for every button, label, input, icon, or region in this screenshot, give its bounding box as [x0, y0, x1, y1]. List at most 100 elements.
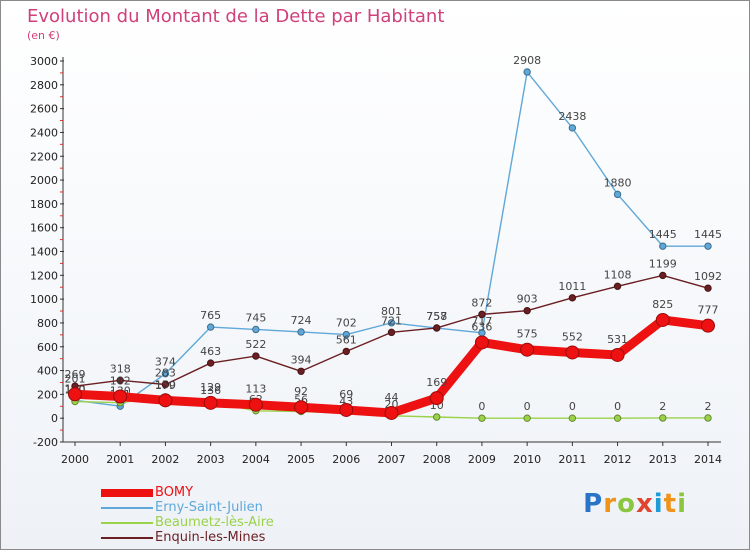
y-tick-label: 1200 — [30, 269, 58, 282]
data-label: 44 — [385, 391, 399, 404]
data-point — [704, 284, 712, 292]
data-label: 765 — [200, 309, 221, 322]
data-label: 136 — [200, 384, 221, 397]
data-label: 552 — [562, 330, 583, 343]
data-point — [520, 342, 535, 357]
data-label: 872 — [471, 296, 492, 309]
data-point — [613, 282, 622, 290]
data-point — [339, 402, 354, 417]
data-label: 2438 — [558, 110, 586, 123]
data-label: 522 — [245, 338, 266, 351]
logo-letter: P — [583, 489, 604, 519]
data-point — [568, 294, 577, 302]
data-label: 2908 — [513, 54, 541, 67]
x-tick-label: 2004 — [242, 453, 270, 466]
data-point — [701, 318, 715, 333]
y-tick-label: 800 — [37, 317, 58, 330]
data-point — [659, 271, 667, 280]
data-point — [474, 335, 489, 350]
data-label: 463 — [200, 345, 221, 358]
data-point — [161, 380, 170, 389]
logo-letter: r — [603, 489, 618, 519]
data-point — [478, 414, 486, 422]
data-label: 745 — [245, 311, 266, 324]
logo-letter: x — [635, 489, 654, 519]
y-tick-label: 2400 — [30, 126, 58, 139]
x-tick-label: 2001 — [106, 453, 134, 466]
data-point — [565, 345, 580, 360]
legend-swatch — [101, 537, 153, 539]
chart-title: Evolution du Montant de la Dette par Hab… — [27, 6, 445, 27]
data-point — [478, 310, 486, 319]
data-point — [523, 68, 531, 76]
data-label: 531 — [607, 333, 628, 346]
data-point — [704, 414, 712, 422]
x-tick-label: 2010 — [513, 453, 541, 466]
data-point — [116, 376, 124, 385]
legend-label: Beaumetz-lès-Aire — [155, 515, 274, 530]
data-label: 1445 — [694, 228, 722, 241]
data-label: 150 — [155, 378, 176, 391]
data-label: 69 — [339, 388, 353, 401]
data-label: 2 — [659, 400, 666, 413]
x-tick-label: 2002 — [151, 453, 179, 466]
x-tick-label: 2009 — [468, 453, 496, 466]
y-tick-label: 1000 — [30, 293, 58, 306]
y-tick-label: 2600 — [30, 103, 58, 116]
logo-letter: t — [663, 489, 678, 519]
logo-letter: i — [677, 489, 687, 519]
data-point — [387, 328, 396, 337]
y-tick-label: 2800 — [30, 79, 58, 92]
data-label: 825 — [652, 298, 673, 311]
data-point — [342, 330, 350, 339]
data-point — [433, 324, 441, 332]
data-label: 201 — [65, 372, 86, 385]
data-label: 758 — [426, 310, 447, 323]
series-erny-saint-julien: 1501013747657457247028017577172908243818… — [65, 54, 722, 410]
legend-swatch — [101, 507, 153, 509]
data-point — [655, 312, 670, 327]
data-label: 269 — [65, 368, 86, 381]
y-tick-label: 0 — [51, 412, 58, 425]
data-label: 636 — [471, 320, 492, 333]
data-label: 575 — [517, 328, 538, 341]
data-label: 1011 — [558, 280, 586, 293]
y-tick-label: 400 — [37, 365, 58, 378]
data-label: 0 — [478, 400, 485, 413]
x-tick-label: 2006 — [332, 453, 360, 466]
data-label: 561 — [336, 333, 357, 346]
data-point — [613, 414, 622, 422]
data-label: 92 — [294, 385, 308, 398]
data-label: 1108 — [604, 268, 632, 281]
data-point — [252, 352, 260, 360]
data-label: 801 — [381, 305, 402, 318]
data-label: 721 — [381, 314, 402, 327]
data-label: 724 — [291, 314, 312, 327]
y-tick-label: -200 — [33, 436, 58, 449]
data-point — [206, 323, 215, 331]
y-tick-label: 2000 — [30, 174, 58, 187]
data-point — [384, 405, 399, 420]
proxiti-logo: Proxiti — [583, 489, 687, 519]
data-label: 777 — [698, 304, 719, 317]
legend-label: BOMY — [155, 485, 194, 500]
data-point — [433, 413, 441, 421]
data-point — [387, 319, 396, 327]
data-label: 1092 — [694, 270, 722, 283]
x-tick-label: 2003 — [197, 453, 225, 466]
data-label: 283 — [155, 366, 176, 379]
y-tick-label: 1400 — [30, 246, 58, 259]
legend-swatch — [101, 489, 153, 497]
series-bomy: 201 182 150 129 113 92 69 44 169 636 575 552 531 825 7… — [65, 298, 719, 420]
y-tick-label: 600 — [37, 341, 58, 354]
data-label: 182 — [110, 375, 131, 388]
data-point — [704, 242, 712, 250]
unit-label: (en €) — [27, 29, 60, 42]
x-tick-label: 2013 — [649, 453, 677, 466]
x-tick-label: 2011 — [558, 453, 586, 466]
data-point — [68, 387, 82, 402]
x-tick-label: 2008 — [423, 453, 451, 466]
data-label: 0 — [569, 400, 576, 413]
x-tick-label: 2007 — [378, 453, 406, 466]
